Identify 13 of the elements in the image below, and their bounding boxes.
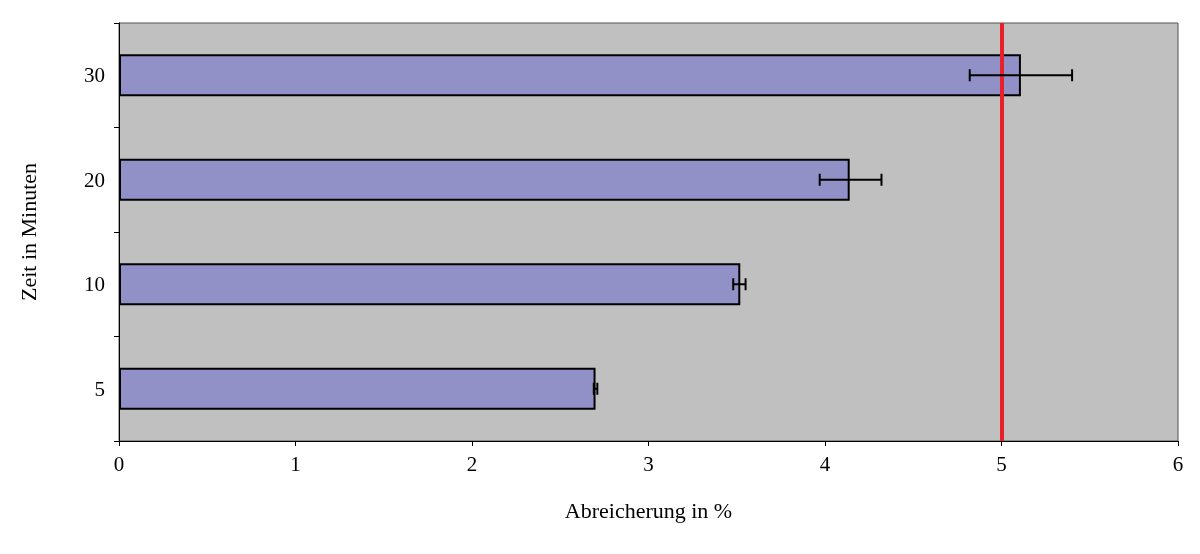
y-tick-label: 20 — [84, 167, 105, 192]
x-tick-label: 6 — [1172, 451, 1184, 476]
y-tick-label: 10 — [84, 272, 105, 297]
y-tick-label: 30 — [84, 63, 105, 88]
x-tick-label: 4 — [819, 451, 831, 476]
x-axis-title: Abreicherung in % — [564, 497, 733, 523]
x-tick-label: 1 — [290, 451, 301, 476]
x-tick-label: 3 — [643, 451, 654, 476]
x-tick-label: 0 — [113, 451, 125, 476]
y-tick-label: 5 — [94, 376, 105, 401]
x-tick-label: 5 — [996, 451, 1007, 476]
x-tick-label: 2 — [466, 451, 478, 476]
y-axis-title: Zeit in Minuten — [15, 162, 41, 302]
